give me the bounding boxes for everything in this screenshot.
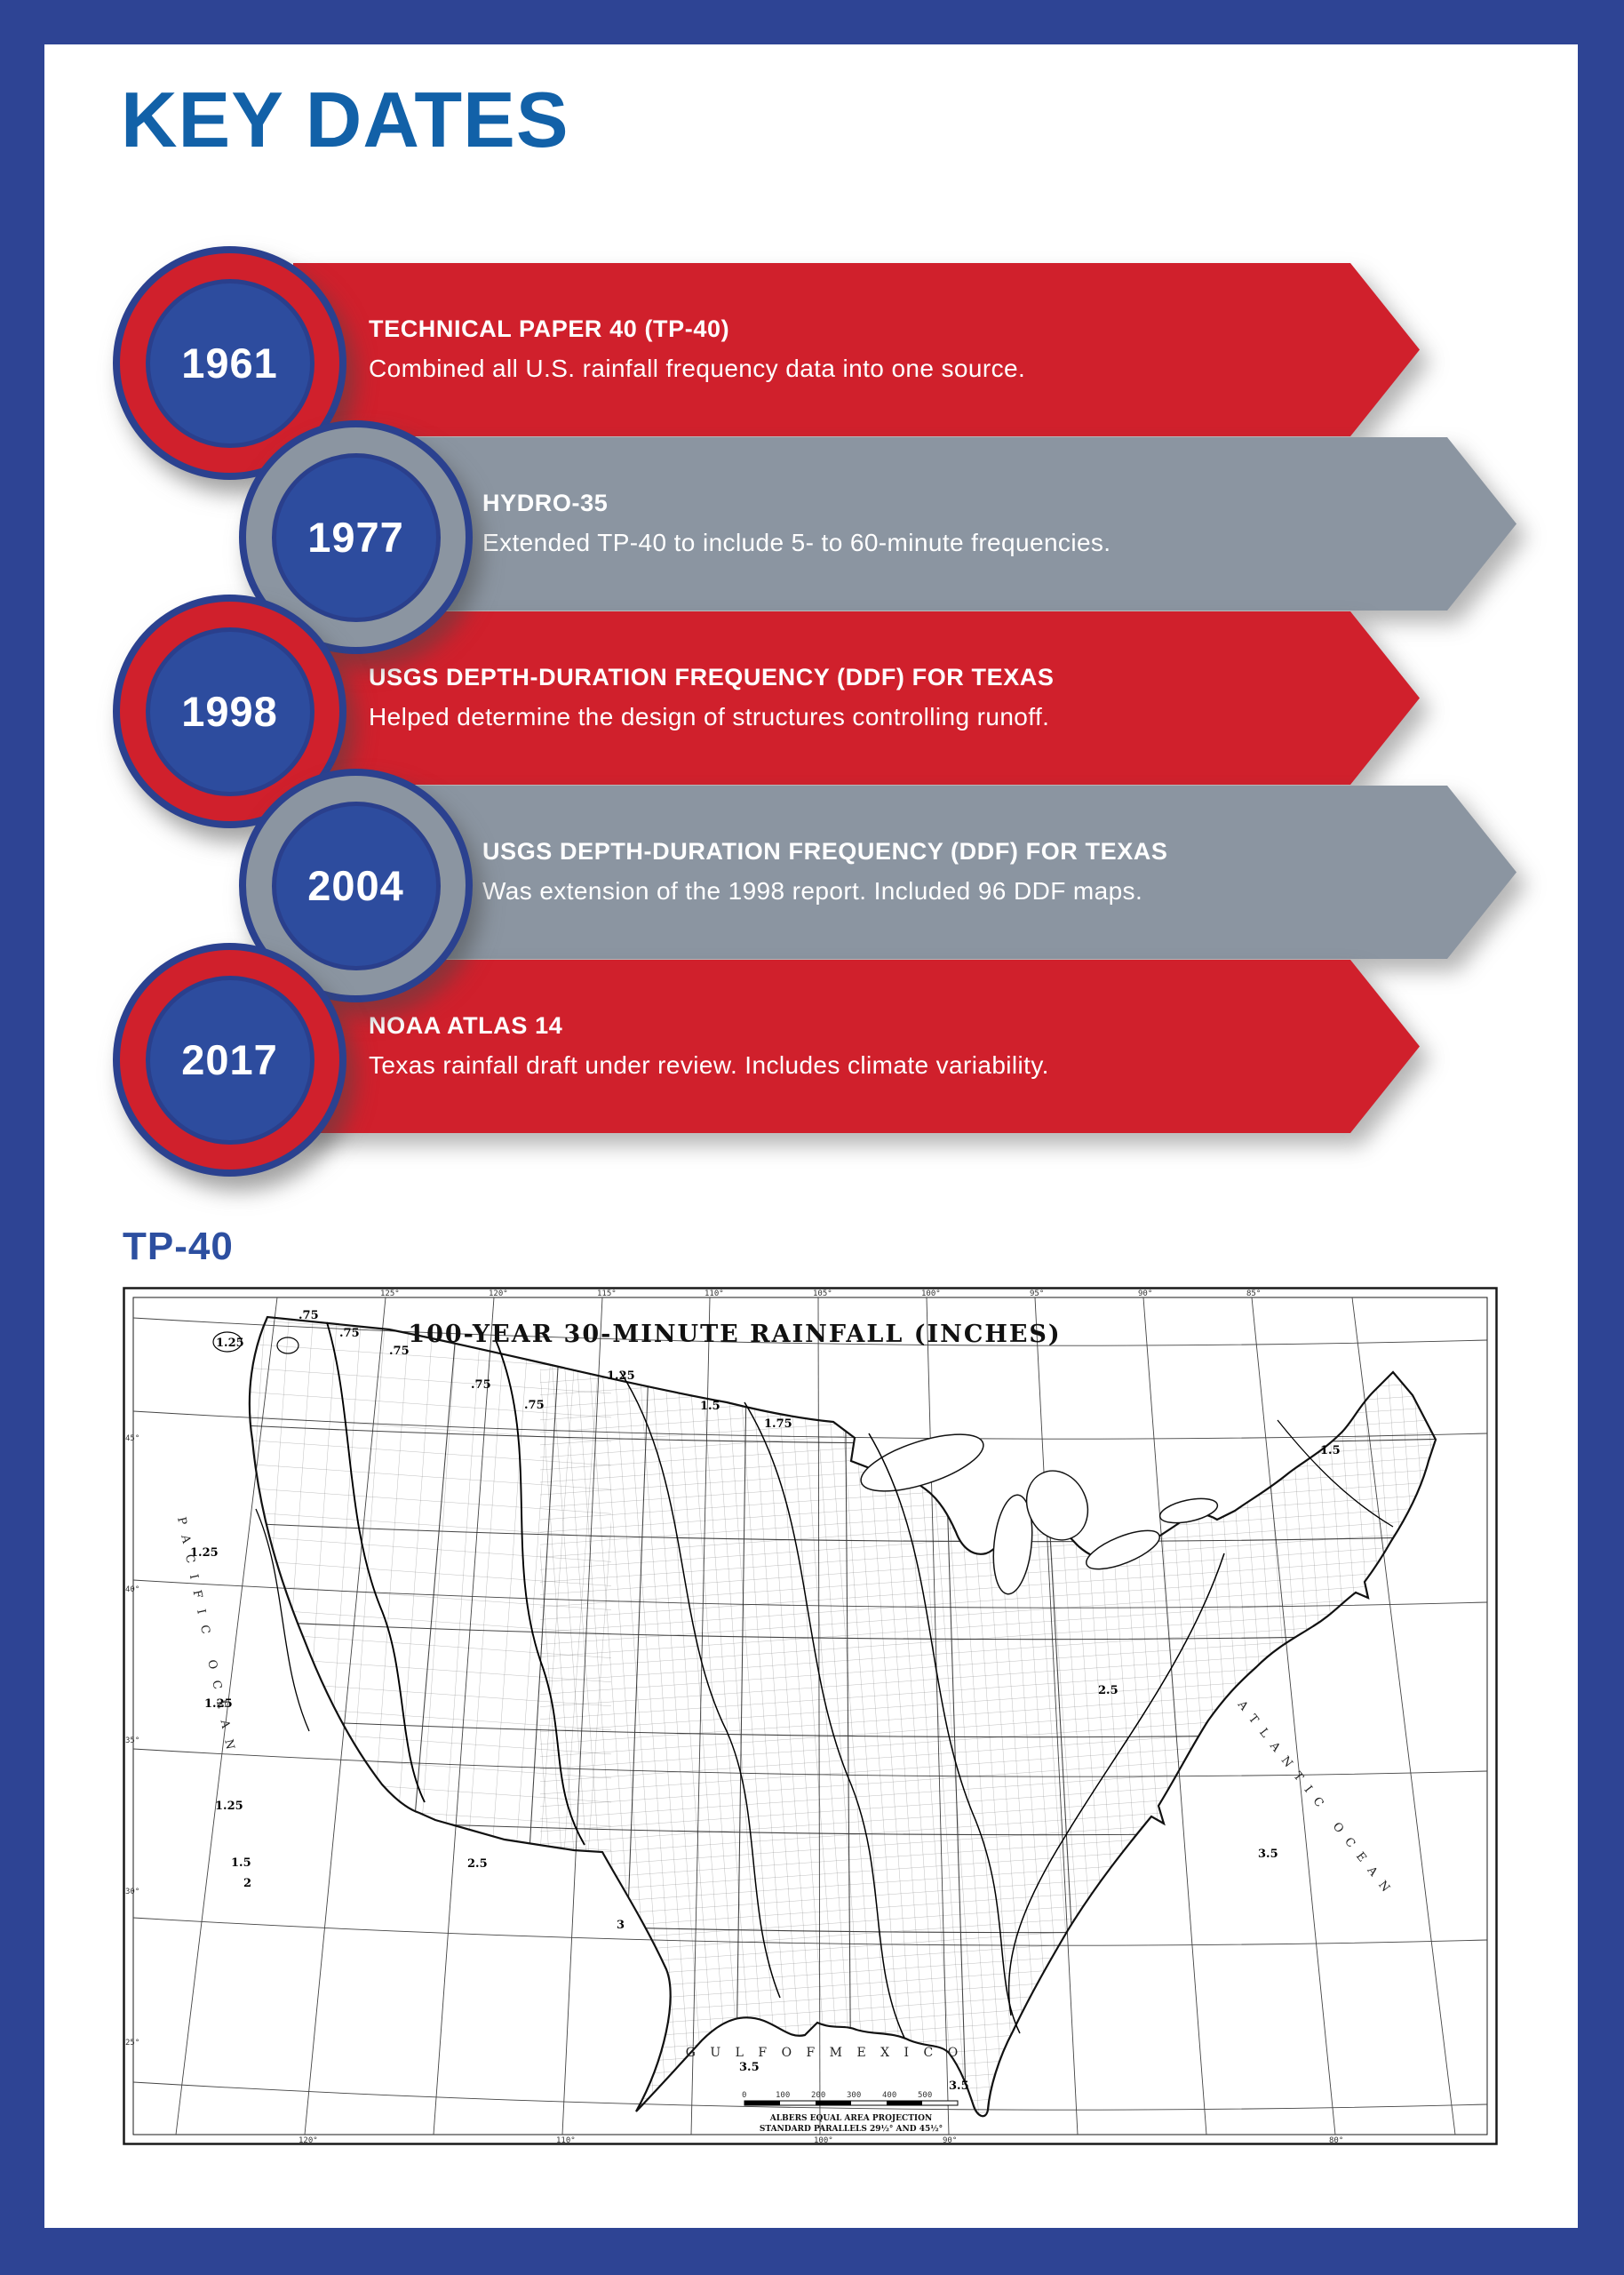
banner-description: Combined all U.S. rainfall frequency dat…	[369, 354, 1026, 382]
banner-arrow-shape: TECHNICAL PAPER 40 (TP-40) Combined all …	[293, 263, 1420, 436]
contour-label: 3.5	[949, 2079, 969, 2093]
contour-label: 1.5	[700, 1400, 720, 1413]
contour-label: 3.5	[739, 2061, 760, 2074]
year-badge-1961: 1961	[113, 246, 346, 480]
banner-description: Texas rainfall draft under review. Inclu…	[369, 1050, 1049, 1079]
contour-label: 1.25	[216, 1337, 244, 1350]
parallel-tick: 40°	[125, 1585, 139, 1594]
meridian-tick: 80°	[1329, 2136, 1343, 2145]
timeline-banner-2017: NOAA ATLAS 14 Texas rainfall draft under…	[293, 960, 1420, 1133]
year-label: 2017	[181, 1036, 278, 1083]
parallel-tick: 30°	[125, 1888, 139, 1896]
banner-arrow-shape: USGS DEPTH-DURATION FREQUENCY (DDF) FOR …	[293, 786, 1517, 959]
contour-label: 1.5	[1320, 1444, 1341, 1457]
map-inner-frame	[132, 1297, 1488, 2135]
contour-label: 3	[617, 1919, 625, 1932]
year-label: 2004	[307, 862, 404, 909]
timeline-banner-2004: USGS DEPTH-DURATION FREQUENCY (DDF) FOR …	[293, 786, 1517, 959]
projection-note-line2: STANDARD PARALLELS 29½° AND 45½°	[760, 2124, 943, 2134]
scale-bar: 0 100 200 300 400 500	[742, 2091, 959, 2106]
tp40-map-svg: 125° 120° 115° 110° 105° 100° 95° 90° 85…	[123, 1287, 1498, 2145]
meridian-tick: 90°	[1138, 1289, 1152, 1298]
page-title: KEY DATES	[121, 76, 569, 164]
rainfall-contours	[212, 1321, 1394, 2039]
meridian-tick: 100°	[921, 1289, 941, 1298]
meridian-tick: 110°	[556, 2136, 576, 2145]
contour-label: 2.5	[1098, 1684, 1118, 1697]
year-badge-inner: 2004	[271, 801, 441, 970]
banner-arrow-shape: HYDRO-35 Extended TP-40 to include 5- to…	[293, 437, 1517, 611]
contour-label: .75	[299, 1309, 319, 1322]
parallel-tick: 45°	[125, 1434, 139, 1443]
projection-note: ALBERS EQUAL AREA PROJECTION STANDARD PA…	[760, 2114, 943, 2134]
banner-title: NOAA ATLAS 14	[369, 1012, 563, 1040]
contour-label: 2	[243, 1877, 251, 1890]
atlantic-ocean-label: ATLANTIC OCEAN	[1234, 1697, 1398, 1902]
contour-label: 1.5	[231, 1856, 251, 1870]
meridian-tick: 120°	[299, 2136, 318, 2145]
contour-label: 3.5	[1258, 1848, 1278, 1861]
map-title: 100-YEAR 30-MINUTE RAINFALL (INCHES)	[408, 1321, 1061, 1348]
section-label-tp40: TP-40	[123, 1225, 234, 1268]
contour-label: 1.25	[215, 1800, 243, 1813]
contour-label: 1.25	[204, 1697, 233, 1711]
meridian-tick: 100°	[814, 2136, 833, 2145]
timeline-banner-1961: TECHNICAL PAPER 40 (TP-40) Combined all …	[293, 263, 1420, 436]
timeline-banner-1977: HYDRO-35 Extended TP-40 to include 5- to…	[293, 437, 1517, 611]
tp40-map-figure: 125° 120° 115° 110° 105° 100° 95° 90° 85…	[123, 1287, 1498, 2145]
banner-description: Was extension of the 1998 report. Includ…	[482, 876, 1143, 905]
contour-label: 1.25	[607, 1369, 635, 1383]
contour-label: .75	[471, 1378, 491, 1392]
year-badge-inner: 1961	[145, 278, 314, 448]
contour-labels: .75 .75 .75 .75 .75 1.25 1.25 1.5 1.75 1…	[190, 1309, 1341, 2093]
contour-label: 1.75	[764, 1417, 792, 1431]
contour-label: .75	[389, 1345, 410, 1358]
timeline-banner-1998: USGS DEPTH-DURATION FREQUENCY (DDF) FOR …	[293, 611, 1420, 785]
banner-description: Helped determine the design of structure…	[369, 702, 1050, 730]
gulf-of-mexico-label: G U L F O F M E X I C O	[686, 2046, 963, 2060]
banner-arrow-shape: USGS DEPTH-DURATION FREQUENCY (DDF) FOR …	[293, 611, 1420, 785]
banner-title: HYDRO-35	[482, 490, 609, 517]
contour-label: 1.25	[190, 1546, 219, 1560]
year-label: 1998	[181, 688, 278, 735]
meridian-tick: 125°	[380, 1289, 400, 1298]
banner-title: TECHNICAL PAPER 40 (TP-40)	[369, 315, 730, 343]
meridian-tick: 95°	[1030, 1289, 1044, 1298]
year-badge-inner: 2017	[145, 975, 314, 1145]
contour-label: .75	[524, 1399, 545, 1412]
meridian-tick: 115°	[597, 1289, 617, 1298]
banner-description: Extended TP-40 to include 5- to 60-minut…	[482, 528, 1111, 556]
banner-title: USGS DEPTH-DURATION FREQUENCY (DDF) FOR …	[369, 664, 1055, 691]
map-outer-frame	[123, 1287, 1498, 2145]
parallel-tick: 25°	[125, 2039, 139, 2048]
year-badge-inner: 1977	[271, 452, 441, 622]
meridian-tick: 85°	[1246, 1289, 1261, 1298]
year-badge-1998: 1998	[113, 595, 346, 828]
scale-tick: 0	[742, 2091, 746, 2100]
scale-tick: 100	[776, 2091, 790, 2100]
parallel-tick: 35°	[125, 1736, 139, 1745]
scale-tick: 400	[882, 2091, 896, 2100]
meridian-tick: 110°	[705, 1289, 724, 1298]
banner-title: USGS DEPTH-DURATION FREQUENCY (DDF) FOR …	[482, 838, 1168, 866]
graticule-labels: 125° 120° 115° 110° 105° 100° 95° 90° 85…	[125, 1289, 1343, 2145]
banner-arrow-shape: NOAA ATLAS 14 Texas rainfall draft under…	[293, 960, 1420, 1133]
year-label: 1961	[181, 339, 278, 387]
scale-tick: 300	[847, 2091, 861, 2100]
year-label: 1977	[307, 514, 404, 561]
meridian-tick: 90°	[943, 2136, 957, 2145]
contour-label: 2.5	[467, 1857, 488, 1871]
year-badge-inner: 1998	[145, 627, 314, 796]
projection-note-line1: ALBERS EQUAL AREA PROJECTION	[769, 2114, 932, 2123]
meridian-tick: 120°	[489, 1289, 508, 1298]
contour-label: .75	[339, 1327, 360, 1340]
meridian-tick: 105°	[813, 1289, 832, 1298]
great-lakes	[860, 1433, 1219, 1595]
year-badge-2017: 2017	[113, 943, 346, 1177]
scale-tick: 500	[918, 2091, 932, 2100]
scale-tick: 200	[811, 2091, 825, 2100]
